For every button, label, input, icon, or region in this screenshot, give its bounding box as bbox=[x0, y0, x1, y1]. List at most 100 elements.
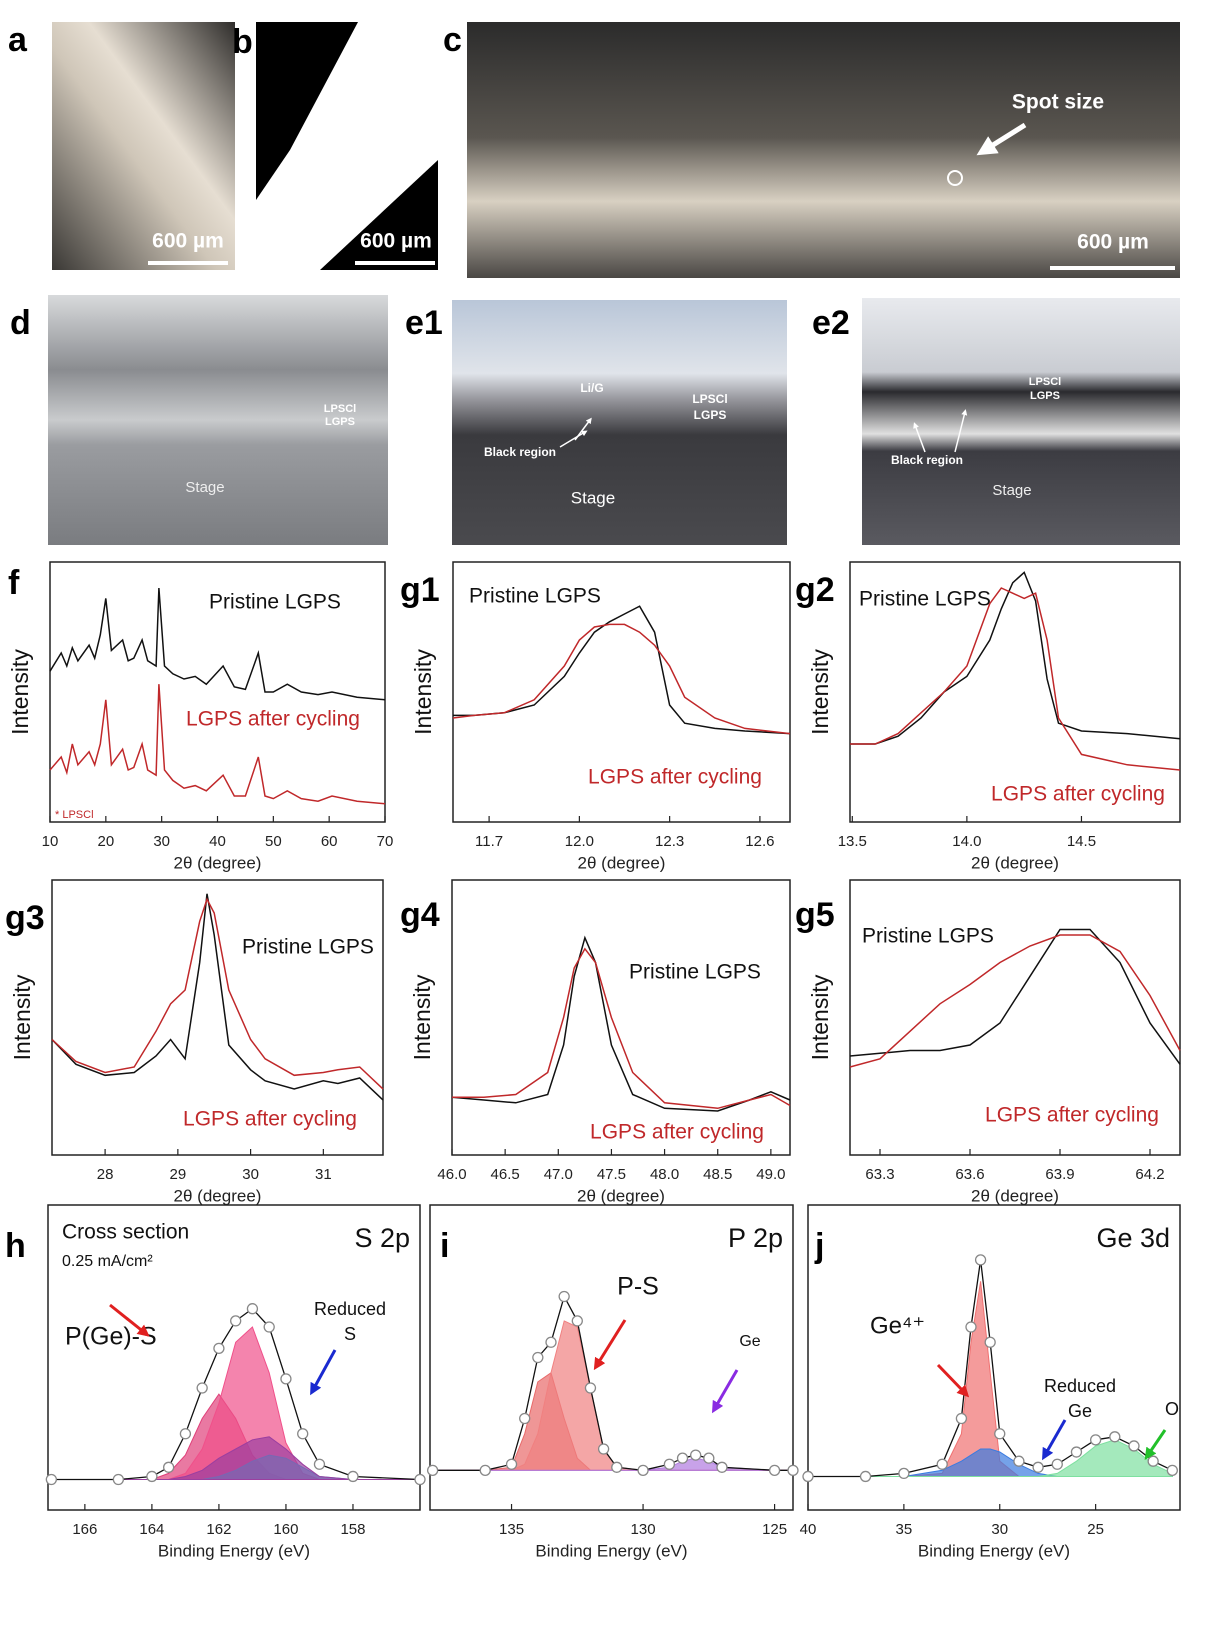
x-tick-label: 46.0 bbox=[437, 1166, 466, 1183]
y-axis-label: Intensity bbox=[7, 649, 33, 735]
data-point bbox=[859, 1470, 872, 1483]
data-point bbox=[479, 1464, 491, 1476]
y-axis-label: Intensity bbox=[807, 649, 833, 735]
photo-annotation: LGPS bbox=[694, 408, 727, 422]
data-point bbox=[146, 1470, 158, 1483]
x-tick-label: 25 bbox=[1087, 1521, 1104, 1538]
x-tick-label: 70 bbox=[377, 833, 394, 850]
annotation: P(Ge)-S bbox=[65, 1323, 157, 1351]
panel-label: c bbox=[443, 21, 462, 59]
arrow bbox=[954, 409, 968, 453]
plot-frame bbox=[451, 879, 791, 1156]
series-label: LGPS after cycling bbox=[588, 766, 762, 789]
data-point bbox=[663, 1458, 676, 1470]
x-axis-label: 2θ (degree) bbox=[174, 853, 262, 872]
photo-annotation: LGPS bbox=[325, 416, 355, 428]
spot-marker bbox=[947, 170, 963, 186]
x-tick-label: 13.5 bbox=[838, 833, 867, 850]
series-label: Pristine LGPS bbox=[242, 936, 374, 959]
x-axis-label: 2θ (degree) bbox=[577, 1186, 665, 1205]
annotation: 0.25 mA/cm² bbox=[62, 1253, 153, 1270]
annotation: O bbox=[1165, 1399, 1179, 1419]
series-label: LGPS after cycling bbox=[985, 1104, 1159, 1127]
data-point bbox=[196, 1382, 208, 1394]
panel-label: e2 bbox=[812, 304, 850, 342]
series-label: Pristine LGPS bbox=[209, 591, 341, 614]
annotation: Cross section bbox=[62, 1221, 189, 1244]
y-axis-label: Intensity bbox=[9, 974, 35, 1060]
x-tick-label: 40 bbox=[800, 1521, 817, 1538]
series-label: LGPS after cycling bbox=[991, 783, 1165, 806]
x-axis-label: 2θ (degree) bbox=[174, 1186, 262, 1205]
x-tick-label: 166 bbox=[72, 1521, 97, 1538]
x-tick-label: 28 bbox=[97, 1166, 114, 1183]
photo-annotation: Black region bbox=[484, 445, 556, 459]
data-point bbox=[246, 1303, 259, 1315]
plot-frame bbox=[47, 1204, 421, 1511]
x-tick-label: 35 bbox=[896, 1521, 913, 1538]
x-tick-label: 63.3 bbox=[865, 1166, 894, 1183]
photo-annotation: LPSCl bbox=[324, 403, 356, 415]
data-point bbox=[426, 1464, 439, 1476]
x-tick-label: 130 bbox=[631, 1521, 656, 1538]
plot-frame bbox=[849, 879, 1181, 1156]
data-point bbox=[179, 1428, 192, 1440]
series-line bbox=[850, 587, 1181, 771]
x-tick-label: 164 bbox=[139, 1521, 164, 1538]
data-point bbox=[313, 1458, 326, 1470]
x-tick-label: 48.5 bbox=[703, 1166, 732, 1183]
data-point bbox=[955, 1412, 968, 1425]
series-label: Pristine LGPS bbox=[862, 925, 994, 948]
data-point bbox=[1013, 1455, 1025, 1467]
x-tick-label: 158 bbox=[340, 1521, 365, 1538]
data-point bbox=[571, 1315, 583, 1327]
data-point bbox=[45, 1473, 58, 1486]
photo bbox=[862, 298, 1180, 545]
data-point bbox=[1109, 1431, 1121, 1443]
x-tick-label: 30 bbox=[991, 1521, 1008, 1538]
series-line bbox=[452, 947, 791, 1110]
annotation: Ge bbox=[739, 1333, 760, 1350]
x-tick-label: 40 bbox=[209, 833, 226, 850]
annotation: Reduced bbox=[314, 1299, 386, 1319]
data-point bbox=[1166, 1464, 1178, 1476]
panel-label: f bbox=[8, 564, 20, 602]
series-line bbox=[452, 623, 791, 735]
series-line bbox=[850, 571, 1181, 745]
photo-annotation: Li/G bbox=[580, 381, 603, 395]
plot-frame bbox=[849, 561, 1181, 823]
panel-label: b bbox=[232, 23, 253, 61]
data-point bbox=[898, 1467, 910, 1480]
y-axis-label: Intensity bbox=[409, 974, 435, 1060]
fit-component bbox=[807, 1439, 1173, 1477]
x-tick-label: 14.0 bbox=[952, 833, 981, 850]
arrow bbox=[711, 1369, 739, 1414]
panel-label: g1 bbox=[400, 571, 440, 609]
panel-label: g2 bbox=[795, 571, 835, 609]
annotation: Ge bbox=[1068, 1401, 1092, 1421]
data-point bbox=[584, 1382, 597, 1394]
annotation: Reduced bbox=[1044, 1376, 1116, 1396]
x-tick-label: 50 bbox=[265, 833, 282, 850]
data-point bbox=[532, 1351, 544, 1364]
x-axis-label: 2θ (degree) bbox=[971, 1186, 1059, 1205]
arrow bbox=[936, 1363, 970, 1398]
panel-label: a bbox=[8, 21, 28, 59]
x-tick-label: 63.9 bbox=[1045, 1166, 1074, 1183]
x-tick-label: 47.5 bbox=[597, 1166, 626, 1183]
data-point bbox=[974, 1254, 987, 1266]
data-point bbox=[637, 1464, 649, 1476]
arrow bbox=[1144, 1429, 1167, 1460]
x-tick-label: 46.5 bbox=[491, 1166, 520, 1183]
data-point bbox=[545, 1336, 557, 1348]
x-tick-label: 125 bbox=[762, 1521, 787, 1538]
data-point bbox=[936, 1458, 948, 1470]
x-tick-label: 63.6 bbox=[955, 1166, 984, 1183]
data-point bbox=[676, 1452, 689, 1464]
x-tick-label: 31 bbox=[315, 1166, 332, 1183]
data-point bbox=[263, 1321, 275, 1333]
x-axis-label: Binding Energy (eV) bbox=[918, 1541, 1070, 1560]
data-point bbox=[965, 1321, 977, 1333]
x-tick-label: 10 bbox=[42, 833, 59, 850]
x-tick-label: 30 bbox=[242, 1166, 259, 1183]
